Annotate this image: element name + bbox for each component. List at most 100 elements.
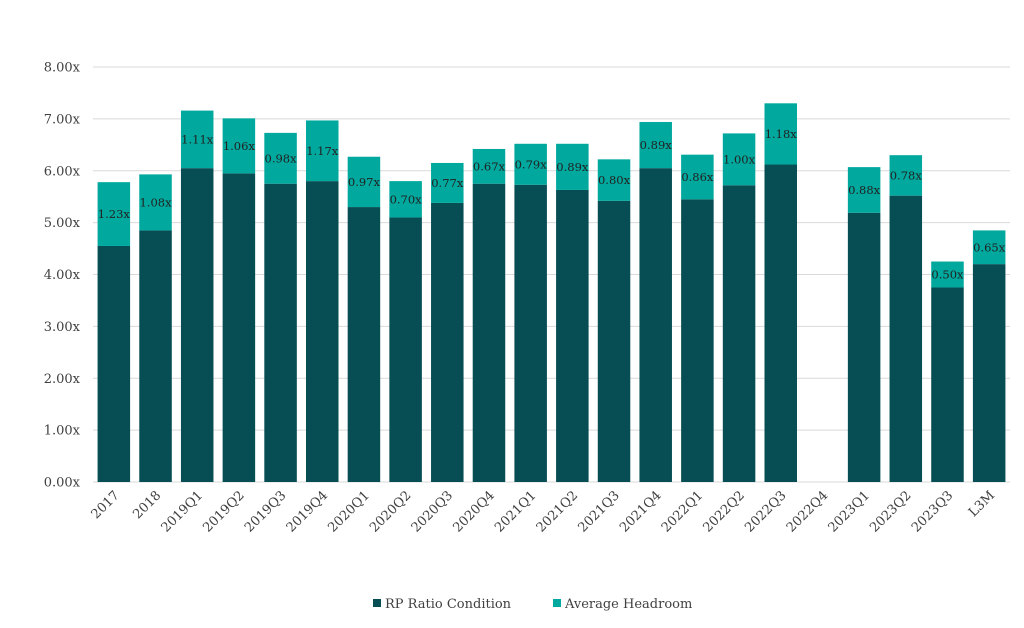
- x-tick-label: 2020Q2: [367, 488, 414, 535]
- bar-rp-ratio-condition: [180, 168, 214, 482]
- x-tick-label: 2019Q2: [200, 488, 247, 535]
- data-label: 0.86x: [681, 170, 714, 184]
- bar-rp-ratio-condition: [389, 217, 422, 482]
- bar-average-headroom: [931, 261, 964, 288]
- bar-rp-ratio-condition: [431, 202, 464, 482]
- bar-rp-ratio-condition: [931, 287, 964, 482]
- bar-rp-ratio-condition: [681, 199, 714, 482]
- bar-rp-ratio-condition: [847, 212, 881, 483]
- bar-average-headroom: [764, 103, 798, 165]
- bar-average-headroom: [972, 230, 1006, 265]
- legend-label-average-headroom: Average Headroom: [564, 597, 692, 612]
- y-tick-label: 6.00x: [44, 164, 81, 179]
- bar-rp-ratio-condition: [264, 183, 297, 482]
- bar-average-headroom: [305, 120, 339, 182]
- bar-rp-ratio-condition: [472, 183, 506, 482]
- bar-average-headroom: [431, 162, 464, 203]
- data-label: 1.11x: [181, 132, 214, 146]
- bar-rp-ratio-condition: [305, 181, 339, 482]
- bar-average-headroom: [597, 159, 631, 201]
- bar-average-headroom: [180, 110, 214, 169]
- y-tick-label: 4.00x: [44, 268, 81, 283]
- bar-average-headroom: [472, 148, 506, 184]
- data-label: 0.98x: [265, 151, 298, 165]
- legend-swatch-rp-ratio-condition: [373, 599, 381, 607]
- bar-average-headroom: [97, 182, 131, 246]
- bar-average-headroom: [681, 154, 714, 200]
- data-label: 1.06x: [223, 139, 256, 153]
- data-label: 1.17x: [306, 144, 339, 158]
- data-label: 0.79x: [515, 157, 548, 171]
- y-tick-label: 7.00x: [44, 112, 81, 127]
- data-label: 0.80x: [598, 173, 631, 187]
- bar-average-headroom: [139, 174, 172, 231]
- data-label: 0.70x: [390, 192, 423, 206]
- data-label: 0.88x: [848, 183, 881, 197]
- bar-rp-ratio-condition: [347, 207, 381, 482]
- bar-average-headroom: [639, 121, 672, 169]
- data-label: 0.77x: [431, 176, 464, 190]
- bar-average-headroom: [222, 118, 256, 174]
- x-tick-label: 2018: [130, 488, 164, 522]
- legend-label-rp-ratio-condition: RP Ratio Condition: [385, 597, 512, 612]
- x-tick-label: 2023Q3: [909, 488, 956, 535]
- y-axis-tick-labels: 0.00x 1.00x 2.00x 3.00x 4.00x 5.00x 6.00x 7.00x…: [44, 61, 81, 491]
- bar-average-headroom: [889, 155, 923, 196]
- y-tick-label: 2.00x: [44, 372, 81, 387]
- data-label: 1.18x: [765, 127, 798, 141]
- bar-average-headroom: [556, 143, 589, 190]
- x-tick-label: 2020Q1: [325, 488, 372, 535]
- bar-rp-ratio-condition: [597, 200, 631, 482]
- x-tick-label: 2022Q4: [784, 488, 831, 535]
- data-label: 1.00x: [723, 152, 756, 166]
- bar-rp-ratio-condition: [639, 168, 672, 482]
- data-label: 0.50x: [931, 268, 964, 282]
- x-tick-label: 2019Q4: [284, 488, 331, 535]
- bar-average-headroom: [847, 167, 881, 213]
- data-labels: 1.23x 1.08x 1.11x 1.06x 0.98x 1.17x 0.97x 0.70x…: [98, 127, 1006, 282]
- x-tick-label: 2021Q3: [575, 488, 622, 535]
- data-label: 0.89x: [640, 138, 673, 152]
- bar-rp-ratio-condition: [139, 230, 172, 482]
- x-tick-label: 2017: [89, 488, 123, 522]
- data-label: 0.67x: [473, 159, 506, 173]
- x-tick-label: 2022Q1: [659, 488, 706, 535]
- bars: [97, 103, 1006, 483]
- data-label: 1.23x: [98, 207, 131, 221]
- x-tick-label: 2019Q3: [242, 488, 289, 535]
- data-label: 1.08x: [139, 195, 172, 209]
- x-tick-label: 2019Q1: [159, 488, 206, 535]
- bar-average-headroom: [264, 132, 297, 184]
- x-tick-label: 2023Q1: [826, 488, 873, 535]
- x-tick-label: 2020Q3: [409, 488, 456, 535]
- y-tick-label: 1.00x: [44, 424, 81, 439]
- x-axis-tick-labels: 2017 20182019Q12019Q22019Q32019Q42020Q120…: [89, 488, 998, 535]
- x-tick-label: 2021Q4: [617, 488, 664, 535]
- x-tick-label: 2023Q2: [867, 488, 914, 535]
- bar-rp-ratio-condition: [222, 173, 256, 482]
- data-label: 0.89x: [556, 160, 589, 174]
- x-tick-label: 2021Q1: [492, 488, 539, 535]
- y-tick-label: 0.00x: [44, 476, 81, 491]
- bar-average-headroom: [722, 133, 756, 186]
- data-label: 0.65x: [973, 240, 1006, 254]
- data-label: 0.78x: [890, 168, 923, 182]
- bar-rp-ratio-condition: [556, 189, 589, 482]
- legend-swatch-average-headroom: [553, 599, 561, 607]
- data-label: 0.97x: [348, 175, 381, 189]
- x-tick-label: 2021Q2: [534, 488, 581, 535]
- bar-average-headroom: [514, 143, 547, 185]
- bar-rp-ratio-condition: [514, 184, 547, 482]
- bar-rp-ratio-condition: [97, 245, 131, 482]
- bar-average-headroom: [389, 181, 422, 218]
- bar-rp-ratio-condition: [722, 185, 756, 482]
- x-tick-label: 2022Q2: [701, 488, 748, 535]
- y-tick-label: 8.00x: [44, 61, 81, 76]
- y-tick-label: 3.00x: [44, 320, 81, 335]
- bar-rp-ratio-condition: [764, 164, 798, 482]
- x-tick-label: 2022Q3: [742, 488, 789, 535]
- x-tick-label: L3M: [966, 488, 998, 520]
- legend: RP Ratio Condition Average Headroom: [373, 597, 692, 612]
- bar-average-headroom: [347, 156, 381, 208]
